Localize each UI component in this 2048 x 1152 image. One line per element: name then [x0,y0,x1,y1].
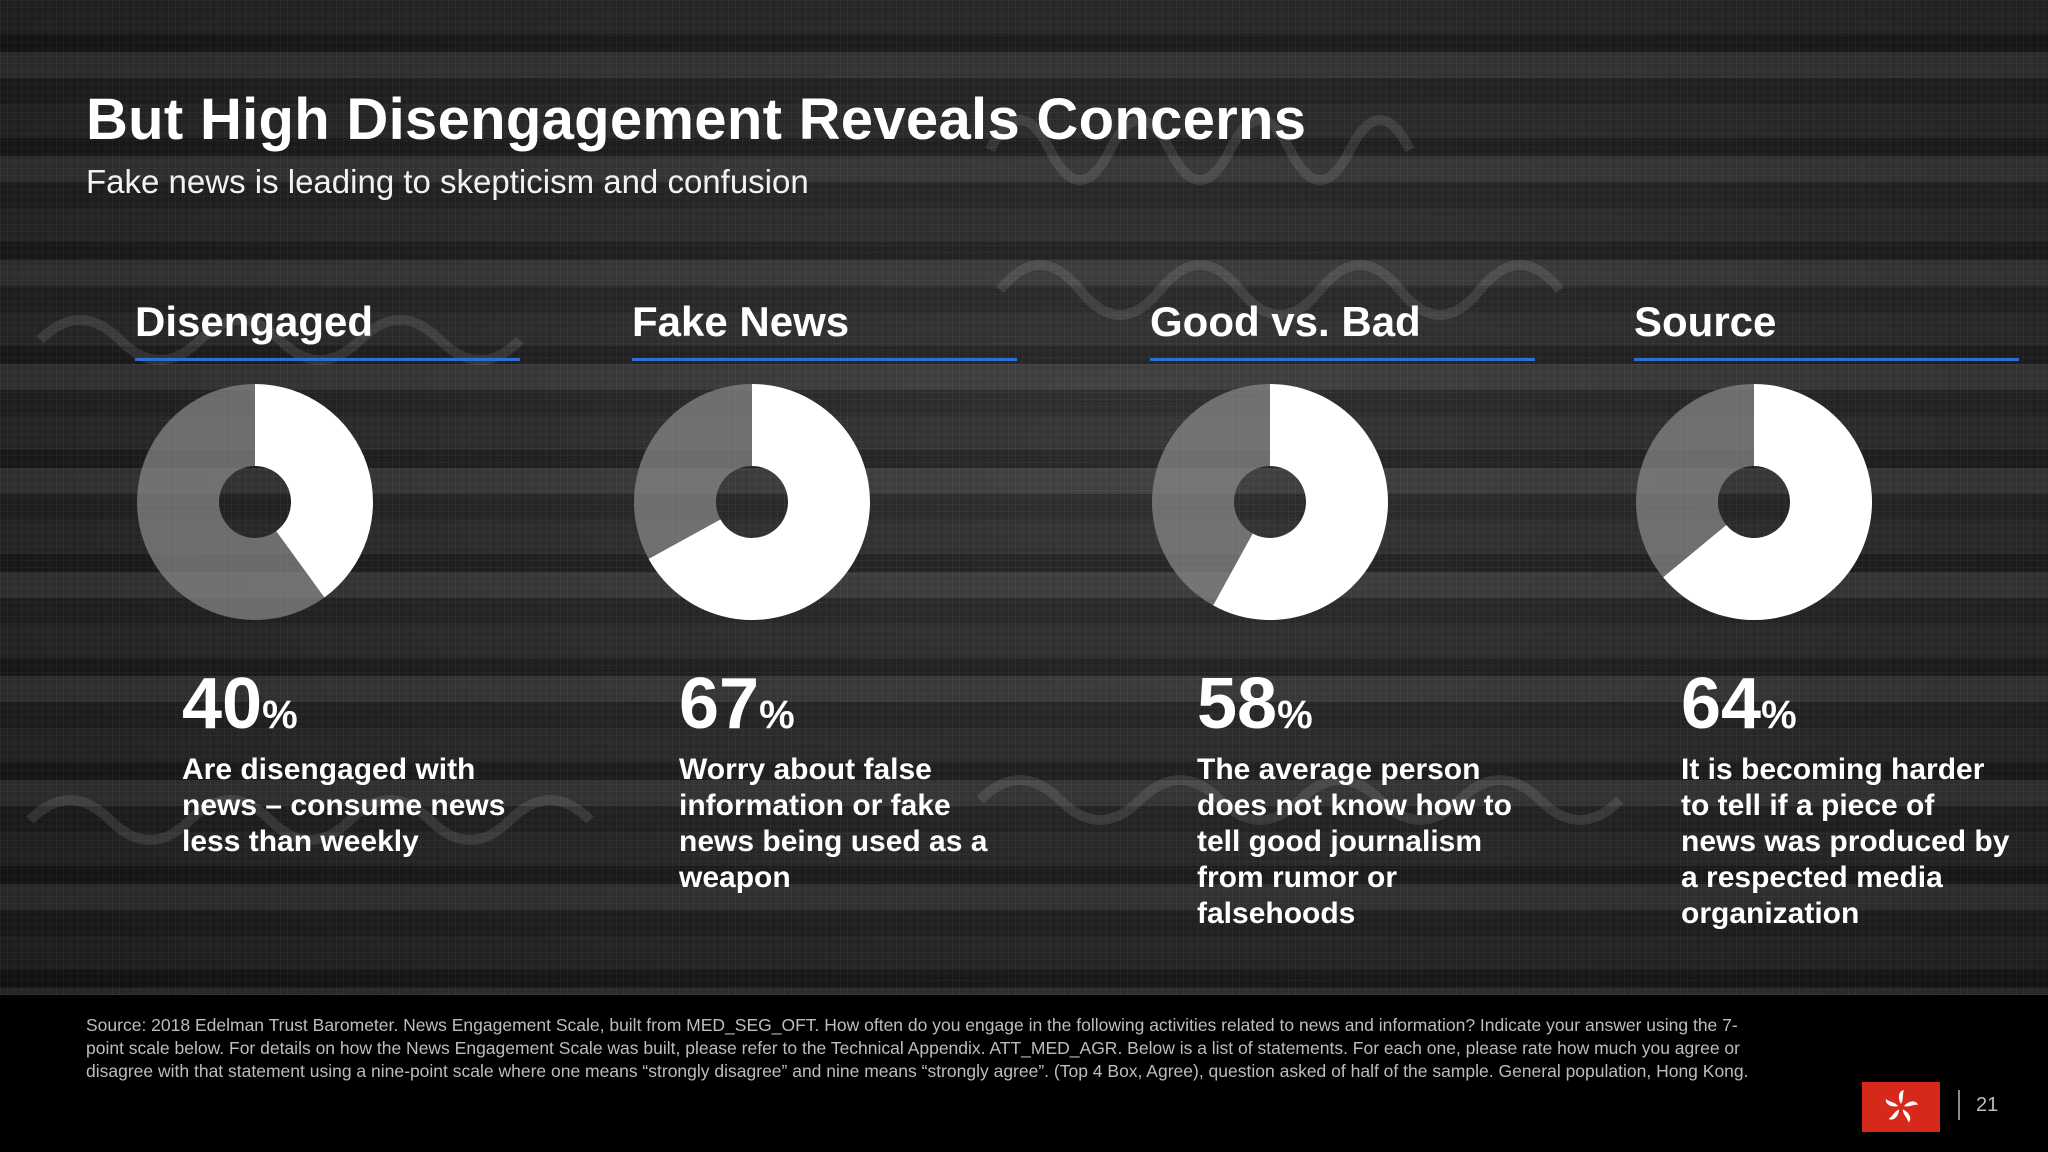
donut-chart [136,384,373,620]
stat-column-good-vs-bad: Good vs. Bad 58% The average person does… [1150,290,1540,950]
stat-description: The average person does not know how to … [1197,753,1512,930]
stat-column-fake-news: Fake News 67% Worry about false informat… [632,290,1022,950]
stat-percentage: 64% [1681,668,1797,740]
donut-slice-highlight [1213,384,1388,620]
donut-slice-highlight [1663,384,1872,620]
column-heading: Source [1634,298,1777,345]
donut-chart [634,384,870,620]
stat-percentage: 67% [679,668,795,740]
heading-underline [1634,358,2019,361]
heading-underline [632,358,1017,361]
donut-slice-remainder [634,384,752,559]
donut-chart [1152,384,1388,620]
percent-sign: % [759,693,795,737]
stat-value: 67 [679,664,760,744]
donut-slice-remainder [136,384,325,620]
stat-value: 58 [1197,664,1278,744]
stat-description: Worry about false information or fake ne… [679,753,988,894]
stat-description: Are disengaged with news – consume news … [182,753,506,858]
hong-kong-flag-icon [1862,1082,1940,1132]
donut-slice-remainder [1152,384,1270,606]
page-number: 21 [1976,1094,1999,1116]
bauhinia-icon [1885,1090,1919,1123]
column-heading: Fake News [632,298,850,345]
stat-column-source: Source 64% It is becoming harder to tell… [1634,290,2024,950]
donut-slice-highlight [255,384,373,598]
percent-sign: % [262,693,298,737]
donut-chart [1636,384,1872,620]
percent-sign: % [1761,693,1797,737]
stat-percentage: 40% [182,668,298,740]
stat-description: It is becoming harder to tell if a piece… [1681,753,2010,930]
stat-value: 40 [182,664,263,744]
stat-percentage: 58% [1197,668,1313,740]
page-subtitle: Fake news is leading to skepticism and c… [86,163,809,200]
heading-underline [135,358,520,361]
stat-value: 64 [1681,664,1762,744]
footer-divider [1958,1090,1960,1120]
source-note: Source: 2018 Edelman Trust Barometer. Ne… [86,1015,1749,1081]
column-heading: Good vs. Bad [1150,298,1421,345]
page-title: But High Disengagement Reveals Concerns [86,87,1307,152]
donut-slice-remainder [1636,384,1754,578]
stat-column-disengaged: Disengaged 40% Are disengaged with news … [135,290,525,950]
footer-bar [0,995,2048,1152]
percent-sign: % [1277,693,1313,737]
donut-slice-highlight [648,384,870,620]
column-heading: Disengaged [135,298,374,345]
heading-underline [1150,358,1535,361]
